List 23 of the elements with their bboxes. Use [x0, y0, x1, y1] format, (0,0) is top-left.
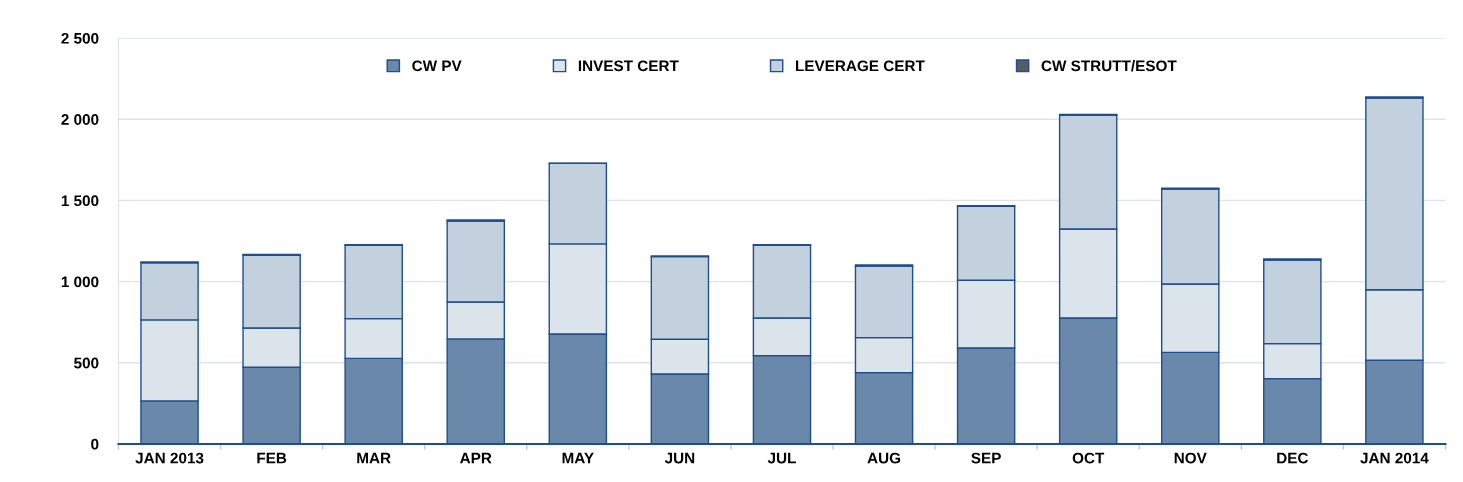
legend-label: CW PV: [412, 60, 462, 72]
legend-label: INVEST CERT: [578, 60, 679, 72]
x-tick-label: AUG: [867, 452, 901, 464]
x-tick-label: OCT: [1072, 452, 1105, 464]
x-tick-label: FEB: [257, 452, 287, 464]
legend-label: LEVERAGE CERT: [795, 60, 925, 72]
x-tick-label: MAY: [562, 452, 594, 464]
x-tick-label: SEP: [971, 452, 1001, 464]
x-tick-label: DEC: [1277, 452, 1309, 464]
x-tick-label: NOV: [1174, 452, 1207, 464]
x-tick-label: MAR: [357, 452, 391, 464]
x-tick-label: JAN 2014: [1360, 452, 1429, 464]
x-tick-label: JUN: [664, 452, 695, 464]
y-tick-label: 1 000: [61, 276, 99, 288]
x-tick-label: APR: [460, 452, 492, 464]
x-tick-label: JUL: [767, 452, 796, 464]
y-tick-label: 0: [91, 438, 99, 450]
y-tick-label: 500: [74, 357, 99, 369]
y-tick-label: 2 000: [61, 114, 99, 125]
legend-label: CW STRUTT/ESOT: [1041, 60, 1177, 72]
y-tick-label: 1 500: [61, 195, 99, 207]
x-tick-label: JAN 2013: [135, 452, 204, 464]
y-tick-label: 2 500: [61, 32, 99, 44]
